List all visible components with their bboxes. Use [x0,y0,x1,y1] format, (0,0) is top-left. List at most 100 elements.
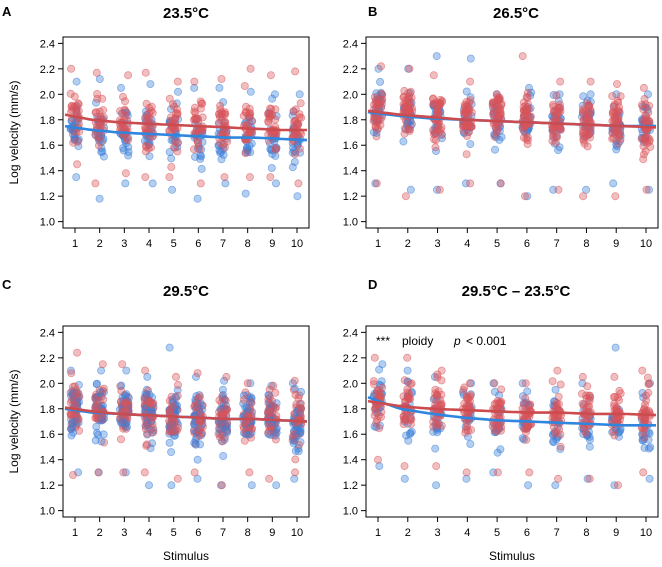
data-point-triploid [245,173,254,182]
data-point-triploid [149,428,158,437]
data-point-diploid [549,438,558,447]
data-point-diploid [375,365,384,374]
panel-b: B 26.5°C 1.0 1.2 1.4 1.6 1.8 2.0 2.2 2.4 1 2 3 4 5 6 7 8 9… [343,4,659,250]
data-point-triploid [196,179,205,188]
data-point-triploid [243,379,252,388]
y-tick-label: 1.8 [343,404,358,416]
data-point-diploid [97,366,106,375]
data-point-diploid [294,447,303,456]
data-point-triploid [195,144,204,153]
x-tick-label: 1 [375,527,381,539]
data-point-diploid [97,437,106,446]
data-point-triploid [173,77,182,86]
data-point-triploid [433,105,442,114]
data-point-triploid [579,192,588,201]
data-point-triploid [140,468,149,477]
data-point-triploid [490,132,499,141]
data-point-diploid [523,192,532,201]
data-point-triploid [524,112,533,121]
data-point-triploid [143,429,152,438]
data-point-triploid [290,430,299,439]
chart-title: 29.5°C – 23.5°C [462,283,571,300]
data-point-triploid [221,396,230,405]
data-point-triploid [372,179,381,188]
x-tick-label: 6 [524,238,530,250]
data-point-triploid [121,169,130,178]
data-point-triploid [173,474,182,483]
y-tick-label: 1.8 [40,115,55,127]
data-point-diploid [376,77,385,86]
data-point-triploid [578,389,587,398]
data-point-triploid [92,108,101,117]
data-point-diploid [165,343,174,352]
data-point-triploid [462,468,471,477]
y-tick-label: 1.4 [343,455,358,467]
y-tick-label: 2.4 [343,327,358,339]
data-point-triploid [643,373,652,382]
data-point-triploid [432,462,441,471]
data-point-triploid [117,435,126,444]
x-tick-label: 8 [583,527,589,539]
data-point-diploid [290,474,299,483]
data-point-diploid [432,481,441,490]
data-point-triploid [465,397,474,406]
data-point-triploid [73,160,82,169]
data-point-triploid [615,386,624,395]
data-point-triploid [195,431,204,440]
data-point-triploid [119,468,128,477]
data-point-diploid [67,116,76,125]
data-point-triploid [463,131,472,140]
data-point-diploid [122,366,131,375]
data-point-diploid [462,474,471,483]
data-point-diploid [268,94,277,103]
data-point-triploid [578,372,587,381]
data-point-diploid [167,481,176,490]
data-point-triploid [246,64,255,73]
data-point-triploid [582,99,591,108]
data-point-diploid [242,404,251,413]
plot-frame [365,36,659,229]
data-point-diploid [96,387,105,396]
annotation-stars: *** [376,334,390,348]
data-point-triploid [244,113,253,122]
x-tick-label: 1 [72,527,78,539]
data-point-triploid [95,132,104,141]
plot-frame [62,325,310,518]
data-point-triploid [644,388,653,397]
x-tick-label: 7 [220,238,226,250]
data-point-triploid [585,391,594,400]
data-point-triploid [239,395,248,404]
y-tick-label: 1.6 [343,140,358,152]
data-point-triploid [91,394,100,403]
data-point-triploid [69,470,78,479]
y-tick-label: 1.2 [343,191,358,203]
data-point-triploid [266,422,275,431]
data-point-triploid [295,144,304,153]
data-point-triploid [291,67,300,76]
data-point-triploid [124,136,133,145]
data-point-triploid [405,64,414,73]
data-point-diploid [193,474,202,483]
data-point-triploid [404,89,413,98]
data-point-diploid [640,443,649,452]
x-tick-label: 5 [494,238,500,250]
data-point-diploid [490,145,499,154]
data-point-triploid [75,392,84,401]
points-layer [66,343,306,490]
y-tick-label: 1.8 [40,404,55,416]
data-point-diploid [432,52,441,61]
y-tick-label: 1.6 [40,140,55,152]
data-point-triploid [98,94,107,103]
data-point-triploid [400,129,409,138]
data-point-diploid [221,179,230,188]
points-layer [369,343,655,490]
data-point-triploid [556,430,565,439]
data-point-diploid [246,379,255,388]
x-tick-label: 2 [405,238,411,250]
data-point-triploid [401,104,410,113]
data-point-diploid [582,185,591,194]
data-point-diploid [290,384,299,393]
data-point-triploid [292,400,301,409]
data-point-triploid [610,414,619,423]
